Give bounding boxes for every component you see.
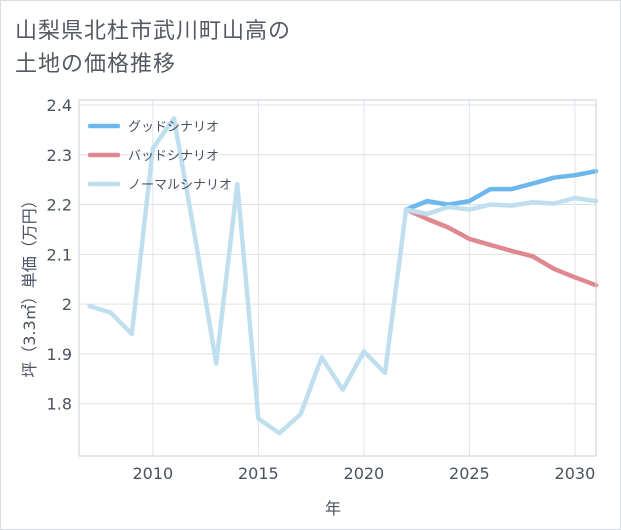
- data-point: [172, 116, 176, 120]
- x-tick-label: 2020: [344, 464, 385, 483]
- data-point: [531, 254, 535, 258]
- data-point: [88, 304, 92, 308]
- legend-label: バッドシナリオ: [128, 149, 219, 164]
- series-line: [403, 168, 599, 212]
- y-axis-title: 坪（3.3㎡）単価（万円）: [20, 192, 39, 377]
- data-point: [467, 237, 471, 241]
- x-tick-label: 2030: [555, 464, 596, 483]
- data-point: [446, 205, 450, 209]
- data-point: [552, 176, 556, 180]
- data-point: [531, 200, 535, 204]
- data-point: [151, 146, 155, 150]
- data-point: [488, 243, 492, 247]
- series-line: [87, 116, 599, 436]
- data-point: [214, 361, 218, 365]
- data-point: [109, 311, 113, 315]
- data-point: [341, 388, 345, 392]
- data-point: [510, 187, 514, 191]
- x-tick-label: 2015: [238, 464, 279, 483]
- data-point: [277, 431, 281, 435]
- chart-title-line-1: 山梨県北杜市武川町山高の: [15, 19, 292, 44]
- y-tick-label: 2.1: [47, 245, 72, 264]
- data-point: [235, 182, 239, 186]
- data-point: [488, 187, 492, 191]
- data-point: [552, 267, 556, 271]
- x-tick-label: 2010: [132, 464, 173, 483]
- axes: 1.8 1.9 2 2.1 2.2 2.3 2.4 2010 2015 2020 2025 2030: [47, 96, 597, 483]
- data-point: [446, 225, 450, 229]
- data-point: [510, 249, 514, 253]
- y-tick-label: 2.3: [47, 146, 72, 165]
- data-point: [320, 355, 324, 359]
- data-point: [488, 203, 492, 207]
- data-point: [404, 208, 408, 212]
- y-tick-label: 2: [62, 295, 72, 314]
- data-point: [299, 412, 303, 416]
- data-point: [362, 349, 366, 353]
- data-point: [467, 199, 471, 203]
- data-point: [573, 196, 577, 200]
- data-point: [531, 182, 535, 186]
- data-point: [425, 212, 429, 216]
- data-point: [256, 417, 260, 421]
- data-point: [193, 235, 197, 239]
- data-point: [573, 275, 577, 279]
- data-point: [552, 202, 556, 206]
- legend-label: グッドシナリオ: [128, 120, 219, 135]
- data-point: [383, 371, 387, 375]
- data-point: [573, 173, 577, 177]
- y-tick-label: 2.2: [47, 196, 72, 215]
- chart-title: 山梨県北杜市武川町山高の 土地の価格推移: [15, 15, 291, 81]
- x-axis-title: 年: [325, 499, 341, 518]
- series-line: [403, 207, 599, 288]
- y-tick-label: 2.4: [47, 96, 72, 115]
- x-tick-label: 2025: [449, 464, 490, 483]
- y-tick-label: 1.9: [47, 345, 72, 364]
- data-point: [510, 204, 514, 208]
- legend-label: ノーマルシナリオ: [128, 178, 232, 193]
- series-layer: [87, 116, 599, 436]
- data-point: [425, 217, 429, 221]
- data-point: [130, 332, 134, 336]
- data-point: [425, 199, 429, 203]
- plot-frame: [78, 99, 597, 457]
- y-tick-label: 1.8: [47, 395, 72, 414]
- chart-title-line-2: 土地の価格推移: [15, 52, 177, 77]
- data-point: [467, 208, 471, 212]
